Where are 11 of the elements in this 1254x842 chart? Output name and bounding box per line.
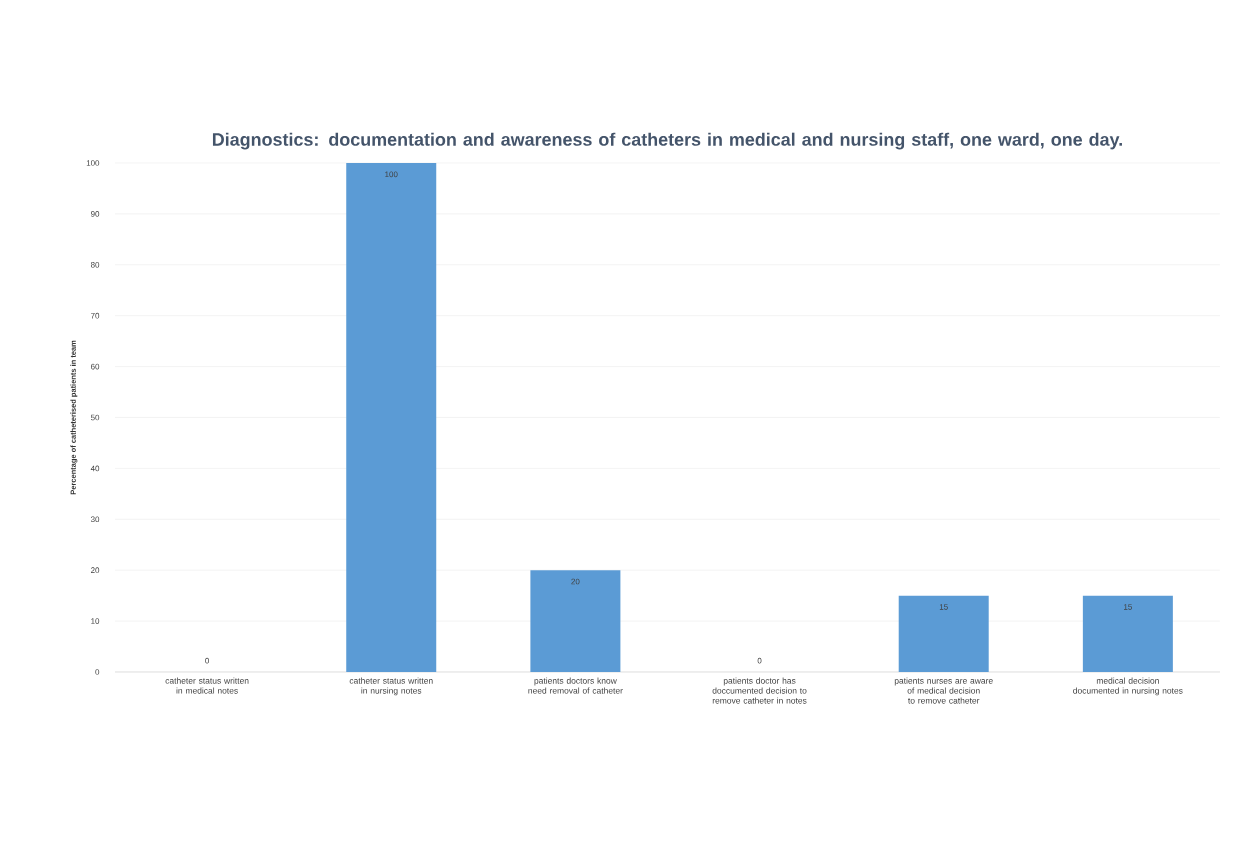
bar [346, 162, 437, 672]
x-tick-label: catheter status written in medical notes [165, 677, 249, 694]
x-tick-label: patients nurses are aware of medical decision to remove catheter [894, 677, 993, 704]
bar [1082, 595, 1173, 672]
bar [898, 595, 989, 672]
x-tick-label: patients doctor has doccumented decision to remove catheter in notes [712, 677, 807, 704]
x-tick-label: patients doctors know need removal of catheter [528, 677, 623, 694]
bar [530, 570, 621, 672]
x-tick-label: catheter status written in nursing notes [349, 677, 433, 696]
x-tick-label: medical decision documented in nursing notes [1073, 677, 1183, 696]
chart-title: Diagnostics: documentation and awareness of catheters in medical and nursing staff, one ward, one day. [212, 132, 1122, 150]
